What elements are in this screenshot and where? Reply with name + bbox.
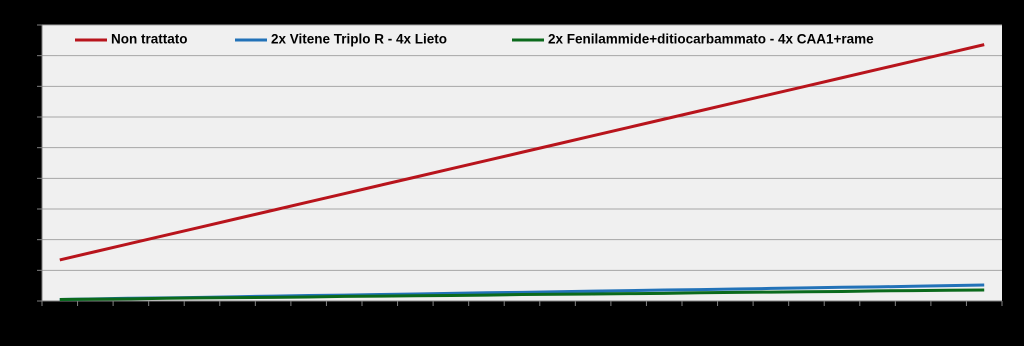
legend-label: Non trattato bbox=[111, 32, 188, 47]
legend-label: 2x Fenilammide+ditiocarbammato - 4x CAA1… bbox=[548, 32, 874, 47]
series-line bbox=[59, 288, 985, 301]
plot-area bbox=[42, 25, 1002, 301]
legend-label: 2x Vitene Triplo R - 4x Lieto bbox=[271, 32, 447, 47]
series-line bbox=[59, 43, 985, 262]
